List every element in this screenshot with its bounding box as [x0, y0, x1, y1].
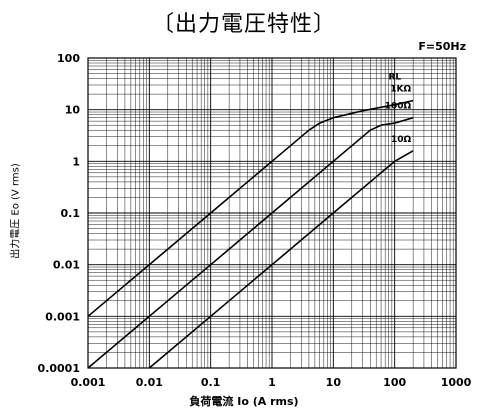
legend-title: RL	[388, 73, 401, 83]
y-tick-label: 0.1	[61, 207, 81, 220]
x-tick-label: 100	[383, 376, 406, 389]
series-line	[148, 150, 414, 369]
x-tick-label: 0.1	[201, 376, 221, 389]
series-line	[87, 99, 414, 317]
series-label: 10Ω	[391, 135, 412, 145]
x-tick-label: 0.001	[71, 376, 106, 389]
series-labels: 1KΩ 100Ω 10Ω RL	[385, 73, 412, 145]
y-tick-label: 0.001	[45, 310, 80, 323]
x-tick-label: 10	[326, 376, 342, 389]
y-tick-label: 10	[65, 104, 81, 117]
frequency-condition: F=50Hz	[418, 40, 466, 53]
tick-labels: 0.001 0.01 0.1 1 10 100 1000 100 10 1 0.1 0.01 0.001…	[38, 52, 472, 389]
x-axis-label: 負荷電流 Io (A rms)	[189, 395, 299, 408]
y-tick-label: 1	[72, 155, 80, 168]
x-tick-label: 1000	[441, 376, 472, 389]
series-label: 1KΩ	[390, 85, 411, 95]
y-tick-label: 0.0001	[38, 362, 80, 375]
series-line	[87, 116, 414, 369]
series-lines	[87, 99, 414, 369]
y-tick-label: 100	[57, 52, 80, 65]
chart-title: 〔出力電圧特性〕	[151, 12, 336, 37]
y-tick-label: 0.01	[53, 259, 80, 272]
x-tick-label: 0.01	[136, 376, 163, 389]
grid	[87, 58, 456, 369]
series-label: 100Ω	[385, 102, 412, 112]
plot-frame	[87, 57, 457, 369]
x-tick-label: 1	[268, 376, 276, 389]
